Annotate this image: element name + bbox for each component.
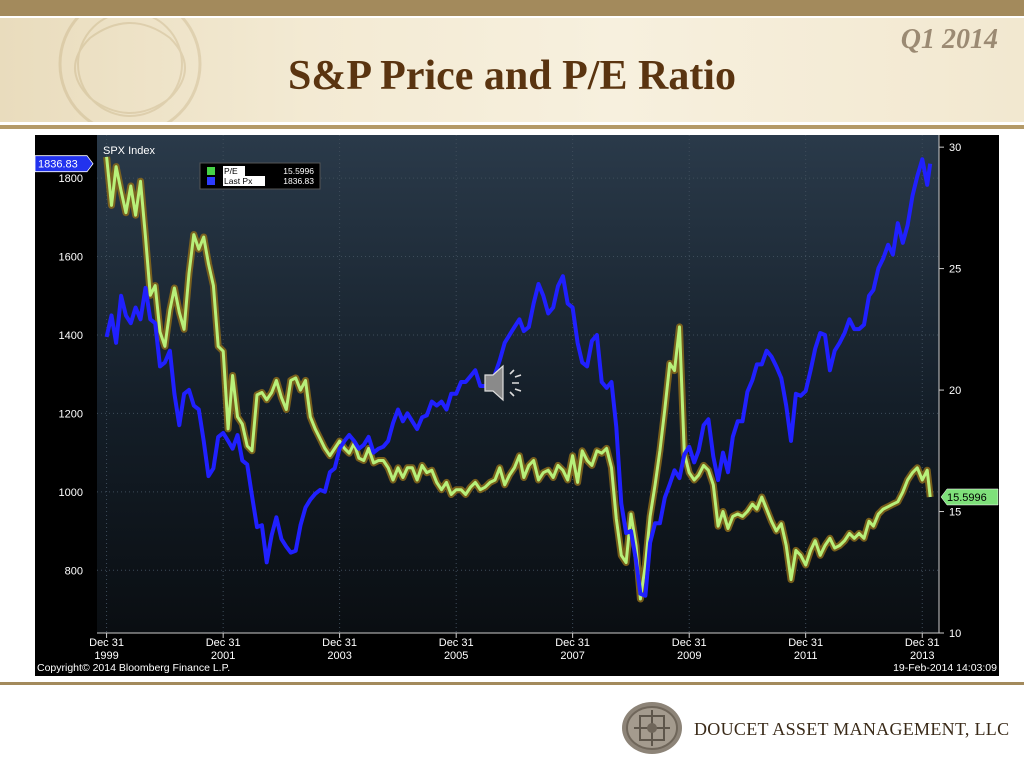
x-tick-year: 2003 (327, 650, 351, 662)
x-tick-year: 2001 (211, 650, 235, 662)
company-seal-icon (622, 702, 682, 754)
chart-panel: 800 1000 1200 1400 1600 1800 10 15 20 25 30 Dec 3… (34, 135, 999, 676)
spx-chart: 800 1000 1200 1400 1600 1800 10 15 20 25 30 Dec 3… (34, 135, 999, 674)
left-tick-label: 1800 (59, 173, 83, 185)
x-tick-year: 1999 (94, 650, 118, 662)
left-tick-label: 800 (65, 565, 83, 577)
legend-label-pe: P/E (224, 166, 238, 176)
x-tick-label: Dec 31 (788, 637, 823, 649)
legend-value-pe: 15.5996 (283, 166, 314, 176)
last-pe-label: 15.5996 (947, 492, 987, 504)
legend: P/E 15.5996 Last Px 1836.83 (199, 162, 321, 190)
legend-label-bg-price (223, 176, 265, 186)
right-tick-label: 30 (949, 142, 961, 154)
x-tick-label: Dec 31 (206, 637, 241, 649)
right-tick-label: 25 (949, 264, 961, 276)
right-tick-label: 10 (949, 628, 961, 640)
x-tick-label: Dec 31 (672, 637, 707, 649)
company-name: DOUCET ASSET MANAGEMENT, LLC (694, 719, 1010, 739)
top-accent-bar (0, 0, 1024, 16)
slide-header (0, 18, 1024, 122)
left-tick-label: 1200 (59, 408, 83, 420)
x-tick-label: Dec 31 (322, 637, 357, 649)
legend-label-bg-pe (223, 166, 245, 176)
x-tick-year: 2013 (910, 650, 934, 662)
price-line (104, 157, 933, 598)
legend-swatch-pe (207, 167, 215, 175)
last-price-marker: 1836.83 (34, 155, 94, 173)
speaker-icon[interactable] (484, 364, 522, 402)
chart-title: SPX Index (103, 145, 155, 157)
x-tick-label: Dec 31 (439, 637, 474, 649)
last-pe-marker: 15.5996 (940, 488, 999, 506)
right-axis: 10 15 20 25 30 (939, 142, 961, 640)
left-axis: 800 1000 1200 1400 1600 1800 (59, 173, 83, 577)
header-divider (0, 125, 1024, 129)
x-tick-label: Dec 31 (905, 637, 940, 649)
last-price-label: 1836.83 (38, 159, 78, 171)
left-tick-label: 1000 (59, 487, 83, 499)
x-tick-year: 2011 (794, 650, 818, 662)
pe-line (105, 156, 932, 601)
right-tick-label: 20 (949, 385, 961, 397)
copyright-text: Copyright© 2014 Bloomberg Finance L.P. (37, 662, 230, 674)
left-tick-label: 1400 (59, 330, 83, 342)
quarter-label: Q1 2014 (900, 24, 998, 55)
right-tick-label: 15 (949, 507, 961, 519)
legend-label-price: Last Px (224, 176, 253, 186)
pe-series (103, 156, 934, 603)
x-tick-year: 2009 (677, 650, 701, 662)
x-tick-label: Dec 31 (555, 637, 590, 649)
x-tick-label: Dec 31 (89, 637, 124, 649)
slide-title: S&P Price and P/E Ratio (288, 53, 736, 99)
x-tick-year: 2007 (560, 650, 584, 662)
x-tick-year: 2005 (444, 650, 468, 662)
legend-value-price: 1836.83 (283, 176, 314, 186)
price-series (104, 157, 933, 598)
legend-swatch-price (207, 177, 215, 185)
header-ornament (58, 18, 202, 122)
timestamp-text: 19-Feb-2014 14:03:09 (893, 662, 997, 674)
footer-divider (0, 682, 1024, 685)
left-tick-label: 1600 (59, 252, 83, 264)
